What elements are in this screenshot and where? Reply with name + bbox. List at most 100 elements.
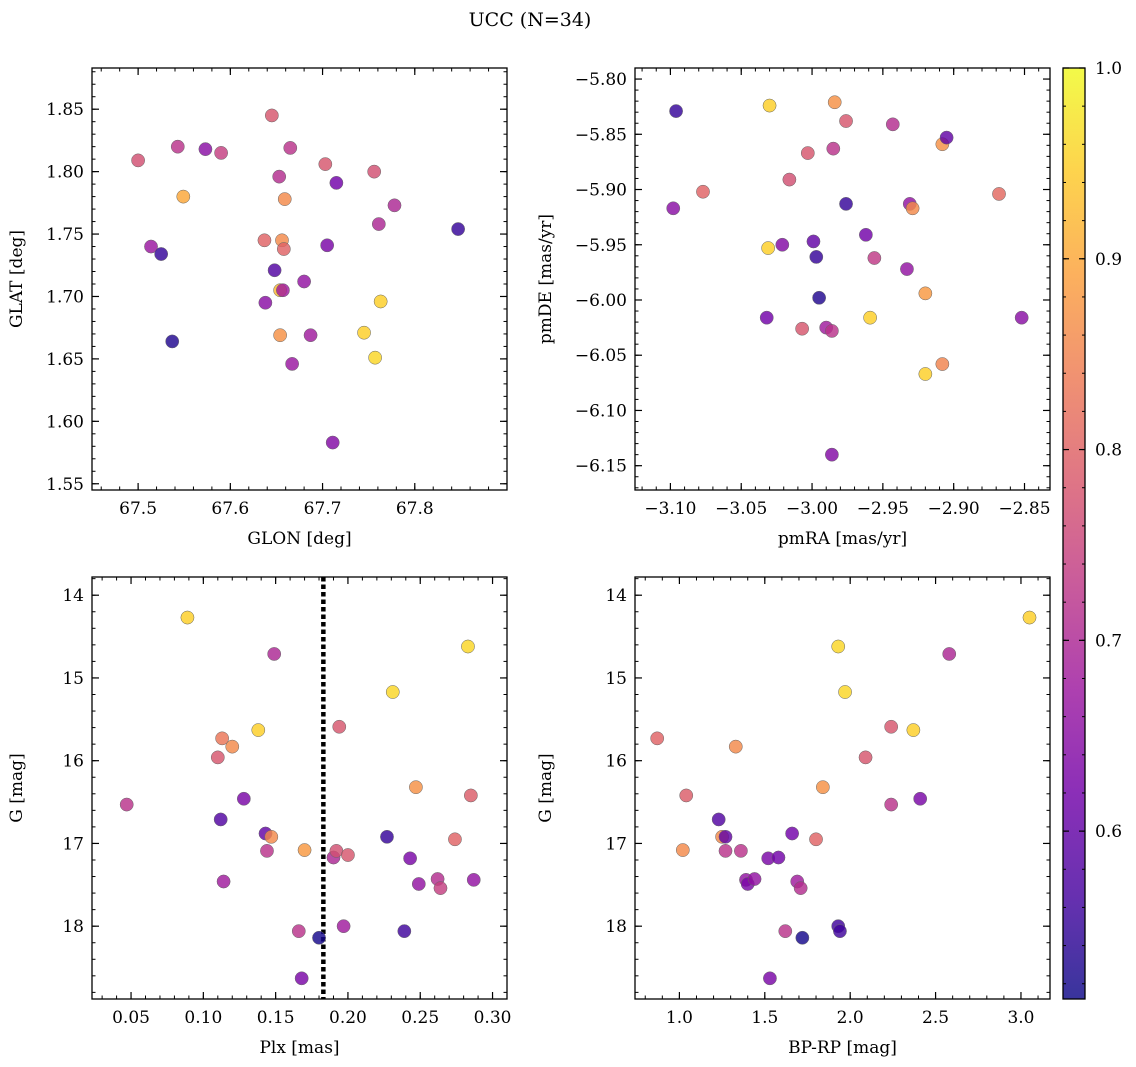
data-point	[918, 286, 933, 301]
y-axis-label: pmDE [mas/yr]	[536, 214, 556, 344]
data-point	[303, 328, 318, 343]
data-point	[838, 685, 852, 699]
data-point	[747, 872, 762, 886]
data-point	[900, 262, 914, 276]
data-point	[806, 234, 821, 249]
data-point	[793, 881, 808, 895]
data-point	[403, 851, 417, 866]
data-point	[119, 797, 134, 812]
data-point	[939, 130, 954, 145]
x-tick-label: 0.30	[474, 1008, 512, 1028]
data-point	[795, 321, 809, 336]
data-point	[267, 263, 282, 278]
data-point	[1022, 610, 1037, 625]
data-point	[276, 283, 290, 298]
data-point	[785, 826, 799, 841]
axes-frame	[634, 576, 1051, 1000]
data-point	[839, 197, 853, 211]
y-tick-label: 18	[605, 917, 627, 937]
data-point	[318, 157, 333, 171]
data-point	[165, 334, 180, 349]
y-tick-label: 1.80	[46, 163, 84, 183]
data-point	[839, 114, 853, 128]
y-tick-label: 14	[605, 586, 627, 606]
x-tick-label: −3.10	[644, 499, 696, 519]
data-point	[1014, 310, 1029, 325]
data-point	[763, 971, 777, 986]
data-point	[884, 797, 899, 812]
colorbar-frame	[1062, 67, 1086, 1000]
data-point	[297, 274, 311, 289]
y-tick-label: −5.85	[575, 125, 627, 145]
data-point	[867, 251, 882, 265]
data-point	[858, 750, 873, 765]
data-point	[329, 176, 344, 190]
x-tick-label: 2.0	[837, 1008, 864, 1028]
data-point	[809, 250, 824, 264]
colorbar-tick-label: 0.9	[1095, 250, 1122, 270]
y-tick-label: 18	[62, 917, 84, 937]
data-point	[885, 117, 900, 132]
panel-glon-glat: 67.5 67.6 67.7 67.8 1.55 1.60 1.65 1.70 1.75 1.80…	[7, 67, 508, 549]
x-axis-label: BP-RP [mag]	[788, 1038, 897, 1058]
data-point	[397, 924, 412, 938]
y-axis-label: G [mag]	[536, 753, 556, 822]
data-point	[329, 844, 344, 858]
colorbar-tick-label: 1.0	[1095, 59, 1122, 79]
data-point	[225, 739, 240, 754]
y-tick-label: 14	[62, 586, 84, 606]
colorbar-gradient	[1063, 68, 1085, 999]
x-tick-label: 1.0	[666, 1008, 693, 1028]
data-point	[277, 192, 292, 206]
data-point	[696, 184, 710, 199]
data-point	[884, 719, 899, 734]
data-point	[213, 812, 228, 827]
data-point	[291, 924, 306, 938]
data-point	[320, 238, 335, 253]
data-point	[272, 169, 287, 184]
data-point	[816, 780, 830, 795]
data-point	[762, 98, 777, 113]
data-point	[297, 843, 312, 857]
data-point	[216, 874, 231, 889]
data-point	[236, 791, 251, 806]
y-tick-label: −5.80	[575, 70, 627, 90]
y-tick-label: −6.10	[575, 401, 627, 421]
x-axis-label: Plx [mas]	[259, 1038, 339, 1058]
data-point	[357, 325, 371, 340]
x-tick-label: 3.0	[1007, 1008, 1034, 1028]
data-point	[176, 189, 191, 204]
data-point	[251, 723, 266, 737]
y-tick-label: 1.85	[46, 100, 84, 120]
panel-plx-g: 0.05 0.10 0.15 0.20 0.25 0.30 14 15 16 17 18 Plx [m…	[7, 576, 512, 1058]
x-tick-label: 0.05	[112, 1008, 150, 1028]
data-point	[466, 872, 481, 887]
data-point	[215, 731, 229, 746]
data-point	[451, 222, 465, 236]
data-point	[264, 829, 279, 844]
data-point	[371, 217, 386, 231]
data-point	[273, 328, 287, 343]
y-tick-label: 15	[605, 669, 627, 689]
data-point	[411, 877, 426, 891]
y-axis-label: GLAT [deg]	[7, 230, 27, 328]
data-point	[833, 924, 847, 938]
data-point	[669, 104, 683, 118]
x-axis-label: GLON [deg]	[247, 529, 351, 549]
data-point	[918, 367, 933, 381]
data-point	[433, 881, 448, 895]
x-tick-label: 0.20	[329, 1008, 367, 1028]
x-tick-label: 67.6	[211, 499, 249, 519]
data-point	[734, 844, 748, 858]
y-tick-label: 1.65	[46, 350, 84, 370]
data-point	[387, 198, 402, 213]
colorbar-tick-label: 0.7	[1095, 631, 1122, 651]
data-point	[267, 647, 282, 661]
y-tick-label: 17	[62, 834, 84, 854]
panel-bprp-g: 1.0 1.5 2.0 2.5 3.0 14 15 16 17 18 BP-RP [mag] G [m…	[536, 576, 1051, 1058]
data-point	[180, 610, 195, 625]
data-point	[675, 843, 690, 857]
x-tick-label: 2.5	[922, 1008, 949, 1028]
data-point	[276, 242, 291, 256]
panel-pmra-pmde: −3.10 −3.05 −3.00 −2.95 −2.90 −2.85 −6.15 −6.10…	[536, 67, 1051, 549]
